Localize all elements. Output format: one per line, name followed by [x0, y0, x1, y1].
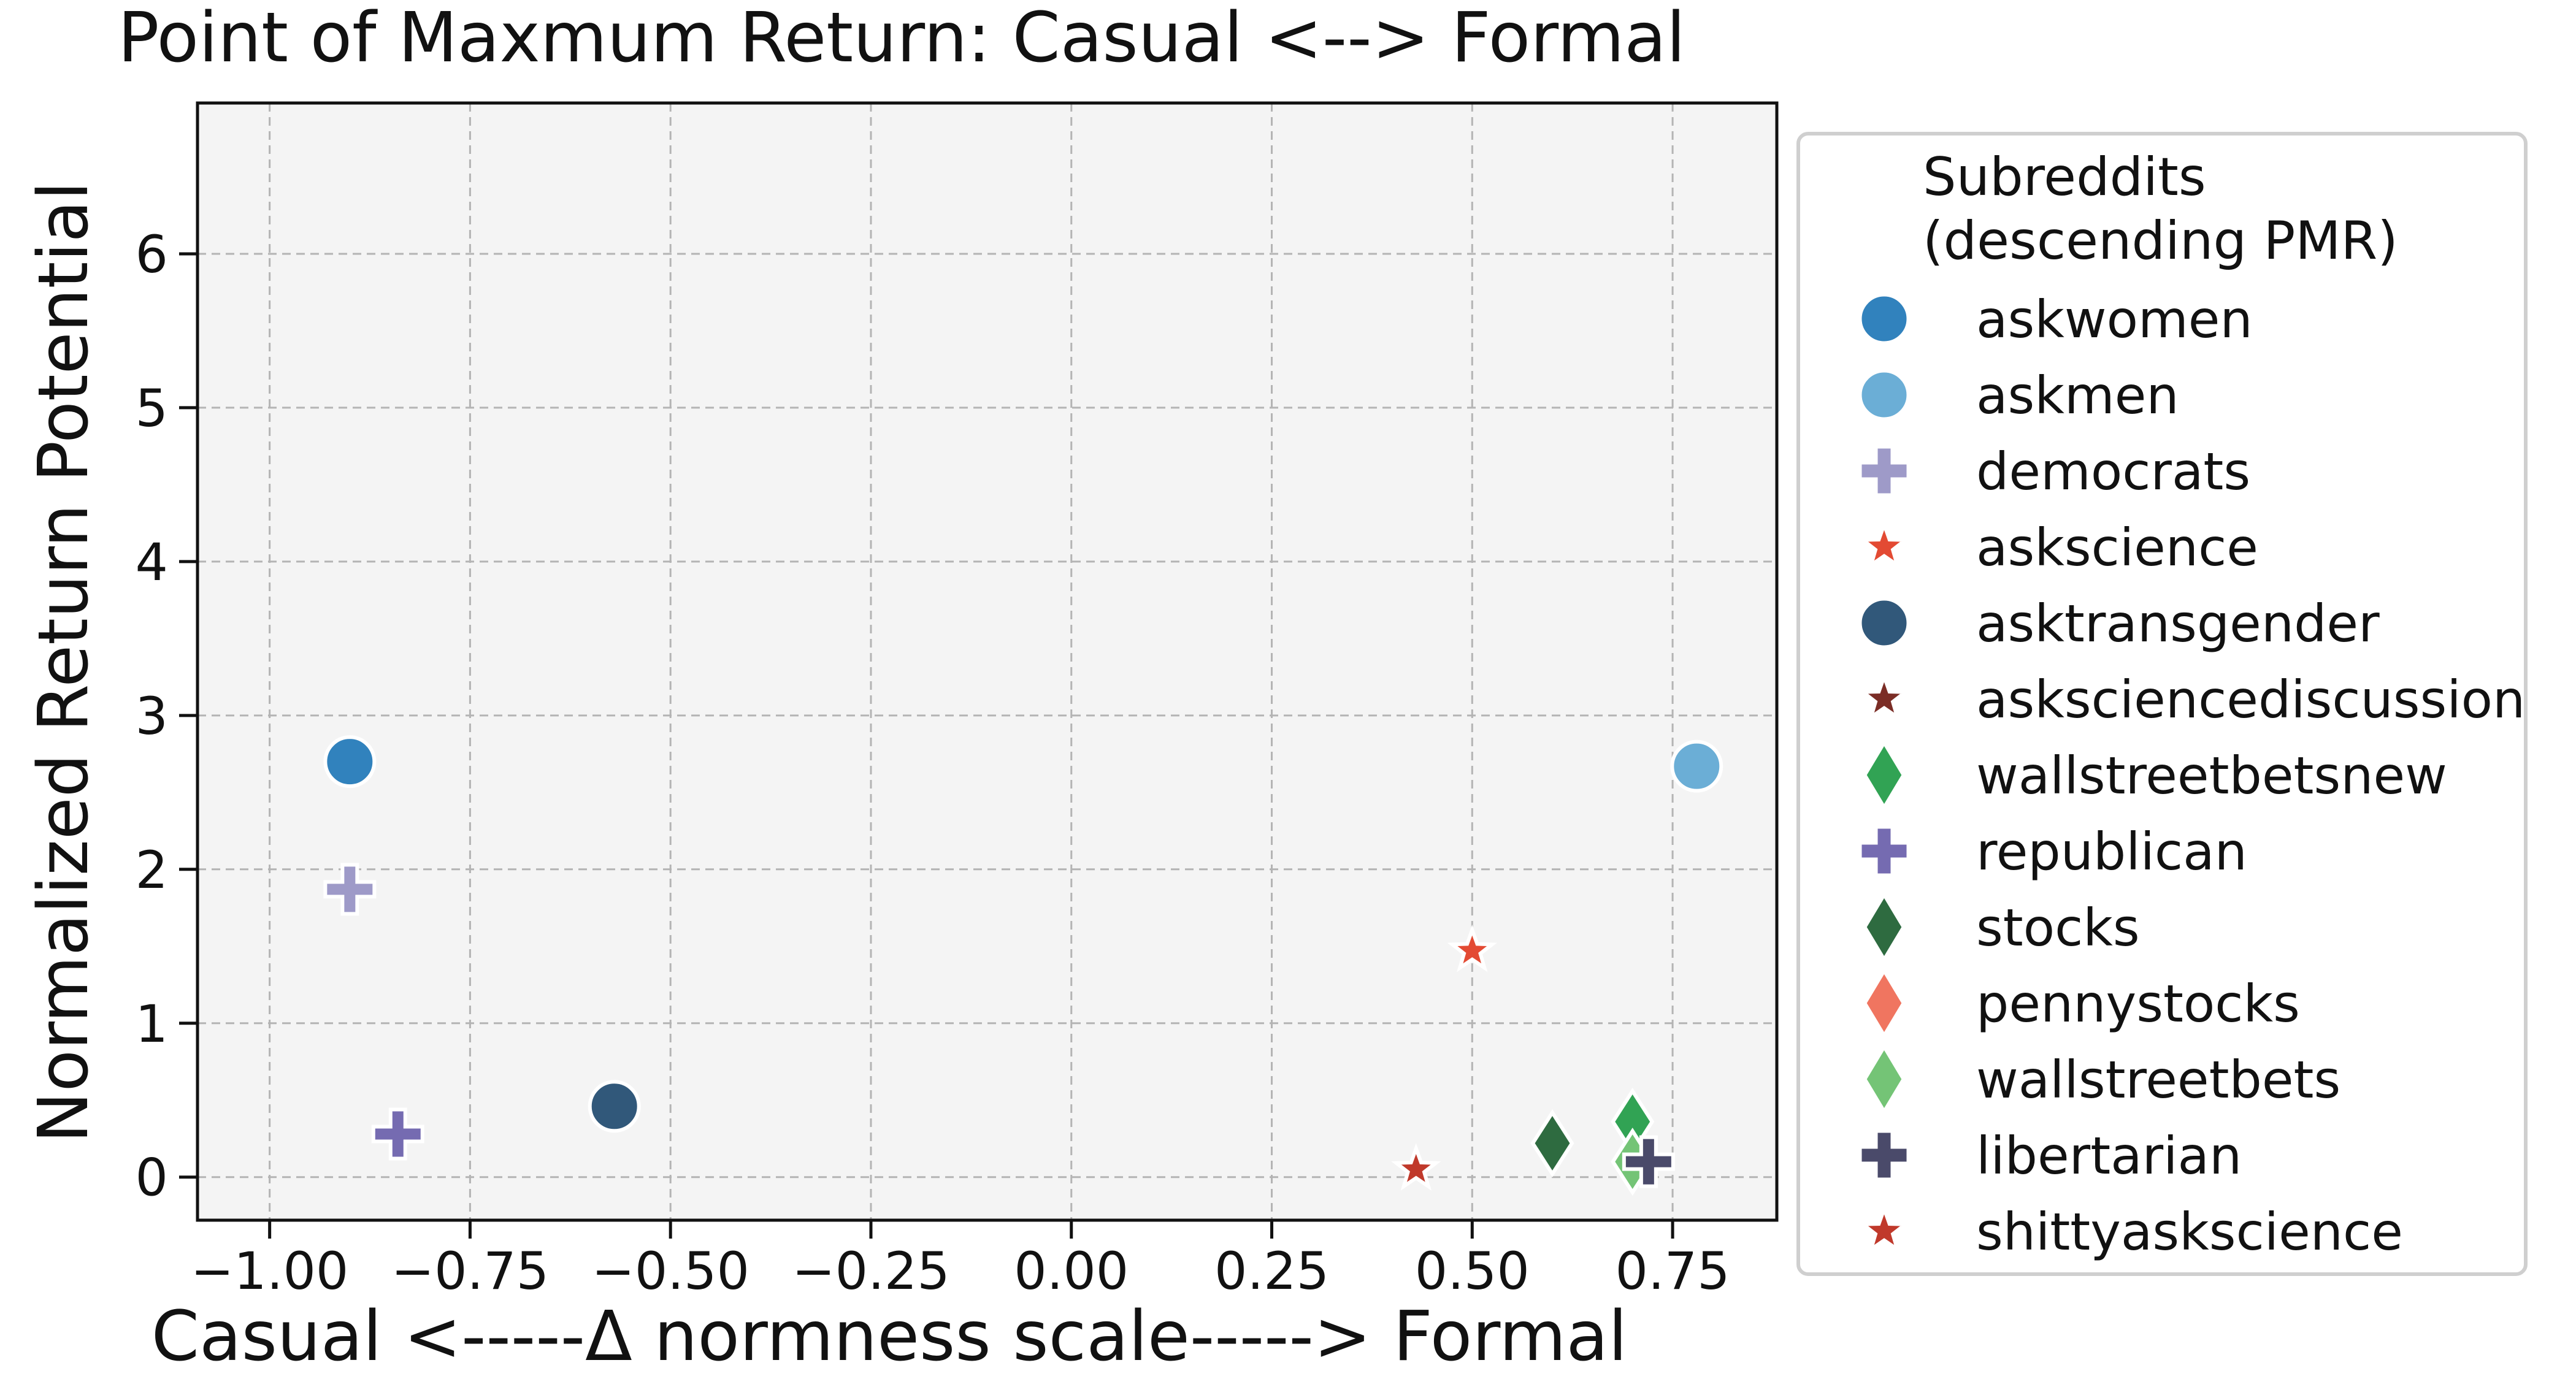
legend-marker-asktransgender [1860, 598, 1909, 647]
y-tick-label: 4 [136, 532, 168, 592]
legend-marker-libertarian [1860, 1131, 1909, 1180]
legend-marker-democrats [1860, 446, 1909, 495]
legend-item-stocks: stocks [1865, 895, 2140, 960]
x-tick-label: 0.25 [1214, 1241, 1329, 1301]
legend-label: asktransgender [1976, 594, 2380, 654]
y-tick-label: 1 [136, 994, 168, 1054]
legend-label: askscience [1976, 518, 2258, 578]
legend-marker-askwomen [1860, 294, 1909, 343]
data-point-askwomen [323, 735, 377, 789]
legend-item-askwomen: askwomen [1860, 289, 2253, 350]
legend-label: republican [1976, 822, 2247, 882]
legend-item-wallstreetbets: wallstreetbets [1865, 1047, 2340, 1112]
plot-area [197, 103, 1777, 1220]
legend-item-democrats: democrats [1860, 441, 2250, 502]
legend-item-askmen: askmen [1860, 365, 2179, 426]
x-tick-label: −0.25 [792, 1241, 949, 1301]
y-tick-label: 2 [136, 840, 168, 900]
legend-label: shittyaskscience [1976, 1202, 2403, 1262]
x-tick-label: 0.50 [1415, 1241, 1530, 1301]
legend-label: wallstreetbets [1976, 1050, 2340, 1110]
data-point-askscience [1447, 924, 1497, 972]
data-point-askmen [1670, 739, 1723, 793]
grid-lines [197, 103, 1777, 1220]
legend-item-pennystocks: pennystocks [1865, 971, 2300, 1036]
y-axis: 0 1 2 3 4 5 6 [136, 224, 197, 1208]
legend-title: Subreddits (descending PMR) [1923, 147, 2398, 272]
plot-frame [196, 101, 1779, 1222]
legend-item-asksciencediscussion: asksciencediscussion [1863, 670, 2525, 730]
legend-item-libertarian: libertarian [1860, 1126, 2242, 1186]
y-axis-label: Normalized Return Potential [24, 181, 104, 1144]
legend-label: stocks [1976, 898, 2140, 958]
legend-marker-republican [1860, 827, 1909, 876]
legend-marker-askscience [1863, 524, 1906, 565]
data-point-libertarian [1622, 1135, 1675, 1188]
x-tick-label: 0.75 [1616, 1241, 1730, 1301]
x-tick-label: 0.00 [1014, 1241, 1129, 1301]
y-tick-label: 6 [136, 224, 168, 285]
legend-item-republican: republican [1860, 822, 2247, 882]
legend-item-wallstreetbetsnew: wallstreetbetsnew [1865, 743, 2447, 808]
y-tick-label: 5 [136, 378, 168, 438]
legend-box [1796, 132, 2528, 1276]
legend-marker-askmen [1860, 370, 1909, 419]
legend-marker-asksciencediscussion [1863, 676, 1906, 717]
data-point-republican [371, 1107, 424, 1161]
x-axis-label: Casual <-----Δ normness scale-----> Form… [151, 1297, 1628, 1377]
legend-item-askscience: askscience [1863, 518, 2258, 578]
legend-marker-shittyaskscience [1863, 1209, 1906, 1250]
legend-label: wallstreetbetsnew [1976, 746, 2447, 806]
legend-marker-wallstreetbets [1865, 1047, 1904, 1112]
legend-marker-pennystocks [1865, 971, 1904, 1036]
data-points [323, 735, 1723, 1196]
legend-label: asksciencediscussion [1976, 670, 2525, 730]
y-tick-label: 3 [136, 686, 168, 746]
legend-label: democrats [1976, 441, 2250, 502]
legend-label: askmen [1976, 365, 2179, 426]
y-tick-label: 0 [136, 1148, 168, 1208]
x-tick-label: −1.00 [191, 1241, 348, 1301]
x-tick-label: −0.75 [391, 1241, 549, 1301]
data-point-shittyaskscience [1391, 1143, 1441, 1191]
legend-marker-wallstreetbetsnew [1865, 743, 1904, 808]
legend: Subreddits (descending PMR) askwomen askme… [1796, 132, 2528, 1276]
legend-label: askwomen [1976, 289, 2253, 350]
data-point-asktransgender [588, 1080, 641, 1133]
legend-item-shittyaskscience: shittyaskscience [1863, 1202, 2403, 1262]
data-point-stocks [1530, 1109, 1574, 1178]
legend-marker-stocks [1865, 895, 1904, 960]
legend-label: libertarian [1976, 1126, 2242, 1186]
data-point-democrats [323, 863, 377, 916]
x-axis: −1.00 −0.75 −0.50 −0.25 0.00 0.25 0.50 0.75 [191, 1220, 1730, 1301]
x-tick-label: −0.50 [591, 1241, 749, 1301]
chart-title: Point of Maxmum Return: Casual <--> Form… [118, 0, 1685, 78]
legend-item-asktransgender: asktransgender [1860, 594, 2380, 654]
legend-label: pennystocks [1976, 974, 2300, 1034]
